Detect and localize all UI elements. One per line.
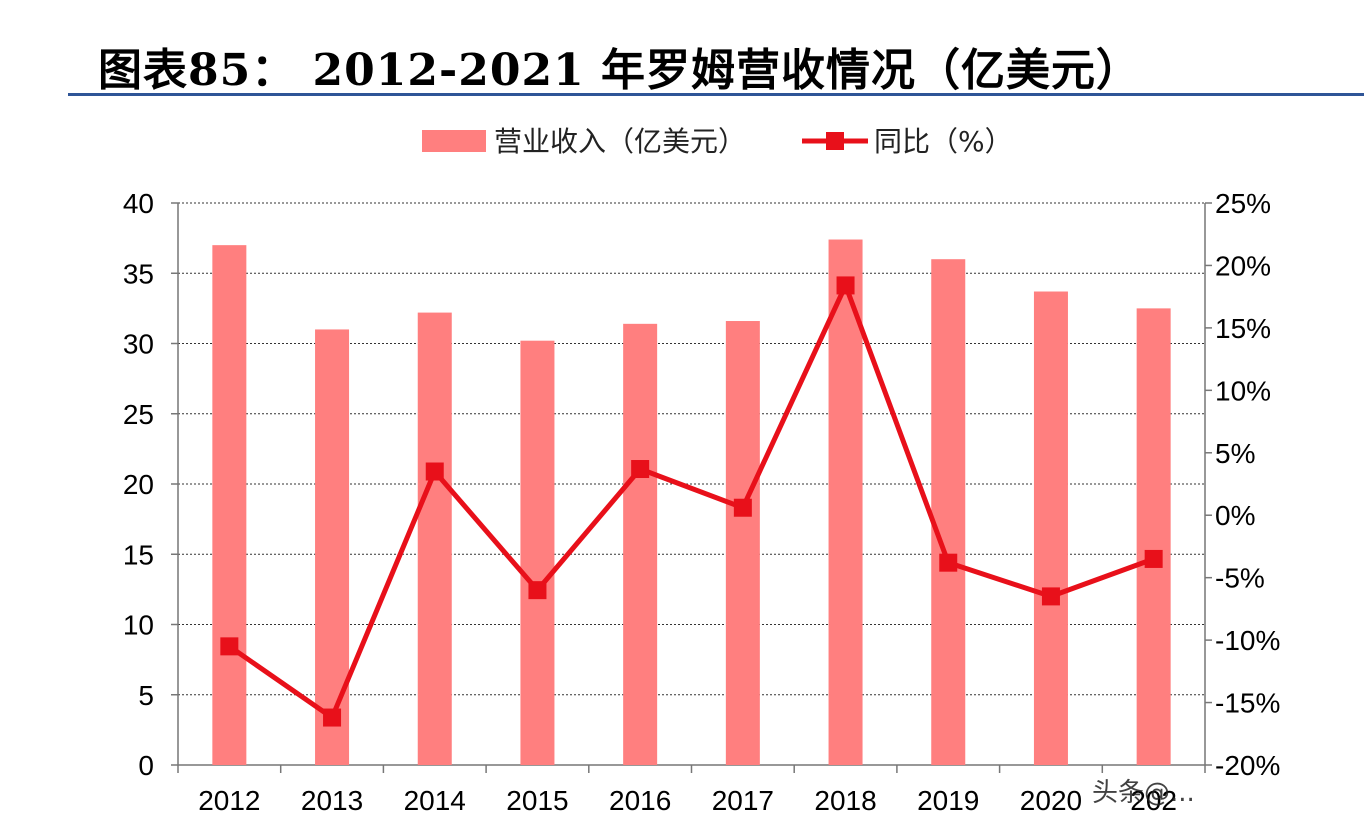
left-tick-label: 15 xyxy=(123,539,154,570)
yoy-marker-2020 xyxy=(1041,587,1060,606)
left-tick-label: 25 xyxy=(123,399,154,430)
bar-2014 xyxy=(417,312,452,765)
x-tick-label: 2012 xyxy=(198,785,260,816)
bar-2018 xyxy=(828,239,863,765)
bar-2021 xyxy=(1136,308,1171,765)
yoy-marker-2012 xyxy=(220,637,239,656)
page-title: 图表85： 2012-2021 年罗姆营收情况（亿美元） xyxy=(98,45,1142,96)
left-tick-label: 10 xyxy=(123,610,154,641)
right-tick-label: 0% xyxy=(1215,500,1255,531)
yoy-line xyxy=(227,282,1155,721)
x-tick-label: 2016 xyxy=(609,785,671,816)
yoy-marker-2021 xyxy=(1144,549,1163,568)
bar-2020 xyxy=(1033,291,1068,765)
right-tick-label: -20% xyxy=(1215,750,1280,781)
bar-2013 xyxy=(315,329,350,765)
x-tick-label: 2014 xyxy=(404,785,466,816)
yoy-marker-2015 xyxy=(528,581,547,600)
bar-2019 xyxy=(931,259,966,765)
right-tick-label: -10% xyxy=(1215,625,1280,656)
yoy-marker-2018 xyxy=(836,276,855,295)
x-tick-label: 2018 xyxy=(814,785,876,816)
title-divider xyxy=(68,93,1364,96)
bar-2016 xyxy=(623,323,658,765)
right-tick-label: 5% xyxy=(1215,438,1255,469)
left-tick-label: 5 xyxy=(138,680,154,711)
left-tick-label: 20 xyxy=(123,469,154,500)
right-tick-label: 20% xyxy=(1215,250,1271,281)
left-tick-label: 30 xyxy=(123,329,154,360)
x-tick-label: 2017 xyxy=(712,785,774,816)
x-tick-label: 2015 xyxy=(506,785,568,816)
bar-2015 xyxy=(520,340,555,765)
left-tick-label: 0 xyxy=(138,750,154,781)
yoy-marker-2014 xyxy=(425,462,444,481)
right-tick-label: 25% xyxy=(1215,188,1271,219)
right-tick-label: -5% xyxy=(1215,563,1265,594)
legend-bar-swatch xyxy=(422,130,486,152)
legend-bar-label: 营业收入（亿美元） xyxy=(494,125,746,158)
legend-line-marker xyxy=(826,132,844,150)
left-tick-label: 35 xyxy=(123,258,154,289)
x-tick-label: 2013 xyxy=(301,785,363,816)
legend-line-label: 同比（%） xyxy=(874,125,1013,158)
yoy-marker-2019 xyxy=(939,553,958,572)
right-tick-label: -15% xyxy=(1215,688,1280,719)
yoy-marker-2013 xyxy=(323,708,342,727)
x-tick-label: 2019 xyxy=(917,785,979,816)
x-tick-label: 202 xyxy=(1130,785,1177,816)
watermark: 头条@... xyxy=(1092,778,1195,808)
right-tick-label: 10% xyxy=(1215,375,1271,406)
x-tick-label: 2020 xyxy=(1020,785,1082,816)
yoy-marker-2016 xyxy=(631,460,650,479)
left-tick-label: 40 xyxy=(123,188,154,219)
bar-2017 xyxy=(725,321,760,765)
right-tick-label: 15% xyxy=(1215,313,1271,344)
bar-2012 xyxy=(212,245,247,765)
yoy-marker-2017 xyxy=(733,498,752,517)
